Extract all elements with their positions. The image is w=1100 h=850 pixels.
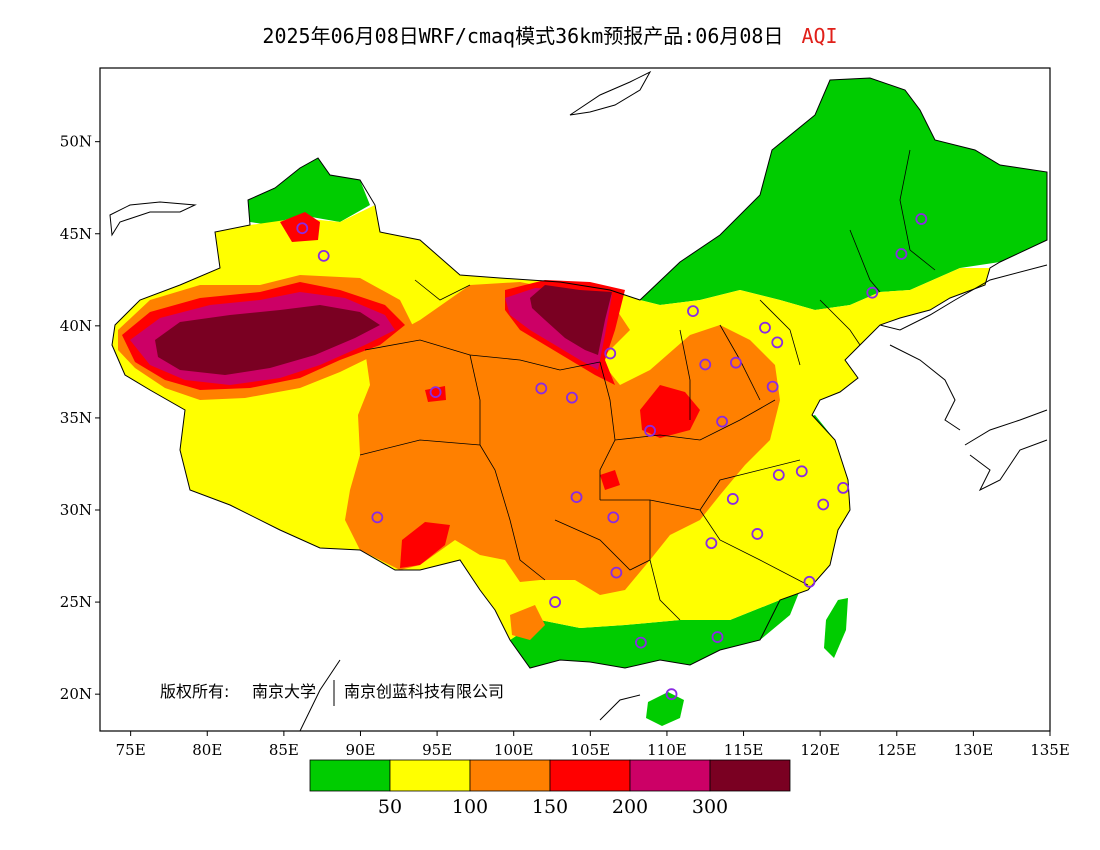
lon-tick-label: 135E xyxy=(1030,741,1070,759)
station-marker xyxy=(726,493,739,505)
copyright-org-2: 南京创蓝科技有限公司 xyxy=(344,682,504,701)
station-marker xyxy=(634,636,647,649)
station-marker xyxy=(429,386,442,399)
lon-tick-label: 110E xyxy=(647,741,687,759)
station-marker xyxy=(711,631,724,643)
region-northeast-green xyxy=(640,78,1047,310)
station-marker xyxy=(644,424,656,437)
station-marker xyxy=(795,465,808,478)
legend-label: 200 xyxy=(612,796,648,818)
station-marker xyxy=(687,305,699,318)
copyright-prefix: 版权所有: xyxy=(160,682,229,701)
lon-tick-label: 125E xyxy=(877,741,917,759)
station-marker xyxy=(371,511,384,524)
station-marker xyxy=(866,286,879,299)
station-marker xyxy=(803,575,816,588)
station-marker xyxy=(699,358,712,371)
region-central-red-2 xyxy=(400,522,450,568)
lon-tick-label: 115E xyxy=(724,741,764,759)
latitude-axis: 50N 45N 40N 35N 30N 25N 20N xyxy=(60,133,100,703)
lon-tick-label: 80E xyxy=(192,741,222,759)
station-marker xyxy=(607,511,620,524)
region-south-coast-green xyxy=(510,590,800,668)
legend-swatch xyxy=(549,759,631,792)
legend-swatch xyxy=(309,759,391,792)
copyright-org-1: 南京大学 xyxy=(252,682,316,701)
station-marker xyxy=(705,537,718,550)
title-variable: AQI xyxy=(801,24,838,48)
station-marker xyxy=(665,688,678,701)
lat-tick-label: 40N xyxy=(60,317,92,335)
region-altai-green xyxy=(248,158,370,225)
title-main: 2025年06月08日WRF/cmaq模式36km预报产品:06月08日 xyxy=(262,24,784,48)
station-marker xyxy=(766,380,779,393)
lon-tick-label: 130E xyxy=(954,741,994,759)
station-marker xyxy=(604,347,617,360)
region-taiwan-green xyxy=(824,598,848,658)
station-marker xyxy=(716,415,728,428)
lat-tick-label: 45N xyxy=(60,225,92,243)
legend-label: 150 xyxy=(532,796,568,818)
lat-tick-label: 25N xyxy=(60,593,92,611)
station-marker xyxy=(759,321,771,334)
station-marker xyxy=(549,596,561,608)
station-marker xyxy=(751,528,764,540)
region-north-red xyxy=(280,212,320,242)
legend-label: 50 xyxy=(378,796,402,818)
station-markers xyxy=(296,213,928,701)
lon-tick-label: 85E xyxy=(269,741,299,759)
region-central-red-4 xyxy=(600,470,620,490)
region-ordos-hazardous xyxy=(530,285,612,355)
legend-swatch xyxy=(389,759,471,792)
lon-tick-label: 90E xyxy=(345,741,375,759)
coastlines xyxy=(109,70,1048,731)
legend-swatch xyxy=(709,759,791,792)
legend-swatch xyxy=(469,759,551,792)
station-marker xyxy=(296,222,309,235)
legend-label: 100 xyxy=(452,796,488,818)
station-marker xyxy=(566,391,578,404)
station-marker xyxy=(771,336,784,349)
aqi-legend: 50 100 150 200 300 xyxy=(309,759,791,818)
longitude-axis: 75E 80E 85E 90E 95E 100E 105E 110E 115E 120E 125E 1… xyxy=(116,731,1070,759)
lat-tick-label: 30N xyxy=(60,501,92,519)
station-marker xyxy=(817,498,830,511)
lat-tick-label: 35N xyxy=(60,409,92,427)
region-hainan-green xyxy=(646,692,684,726)
station-marker xyxy=(895,248,908,260)
station-marker xyxy=(772,469,785,481)
province-boundaries xyxy=(359,149,936,621)
lon-tick-label: 120E xyxy=(800,741,840,759)
lon-tick-label: 75E xyxy=(116,741,146,759)
lat-tick-label: 50N xyxy=(60,133,92,151)
legend-label: 300 xyxy=(692,796,728,818)
china-border xyxy=(111,77,1048,669)
lat-tick-label: 20N xyxy=(60,685,92,703)
station-marker xyxy=(535,382,548,395)
station-marker xyxy=(570,491,583,504)
region-tarim-hazardous xyxy=(155,305,380,375)
region-yunnan-orange xyxy=(510,605,545,640)
station-marker xyxy=(317,249,330,262)
station-marker xyxy=(915,213,928,225)
region-central-red-1 xyxy=(640,385,700,438)
station-marker xyxy=(610,566,623,579)
map-title: 2025年06月08日WRF/cmaq模式36km预报产品:06月08日 AQI xyxy=(0,20,1100,50)
map-field xyxy=(109,70,1048,731)
plot-frame xyxy=(99,67,1051,732)
legend-swatch xyxy=(629,759,711,792)
station-marker xyxy=(837,481,850,494)
lon-tick-label: 100E xyxy=(494,741,534,759)
lon-tick-label: 95E xyxy=(422,741,452,759)
region-central-orange xyxy=(345,282,780,595)
lon-tick-label: 105E xyxy=(571,741,611,759)
station-marker xyxy=(729,356,742,369)
